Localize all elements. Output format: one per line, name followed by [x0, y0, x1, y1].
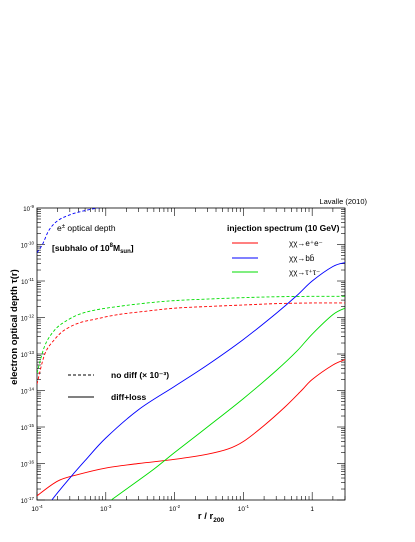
y-axis-title: electron optical depth τ(r) — [9, 269, 20, 385]
series-line-e-dashed — [37, 302, 345, 385]
series-line-tau-dashed — [37, 295, 345, 374]
annotation-subhalo: [subhalo of 108Msun] — [52, 243, 134, 255]
series-line-tau-solid — [110, 307, 345, 500]
annotations: e± optical depth [subhalo of 108Msun] — [52, 223, 134, 255]
y-tick-label: 10-16 — [21, 460, 35, 469]
annotation-title: e± optical depth — [57, 223, 116, 233]
y-tick-label: 10-13 — [21, 350, 35, 359]
x-tick-label: 10-4 — [31, 504, 43, 513]
y-tick-label: 10-9 — [23, 204, 34, 213]
axes: 10-4 10-3 10-2 10-1 110-910-1010-1110-1210-1… — [9, 204, 346, 524]
x-tick-label: 10-2 — [169, 504, 181, 513]
x-tick-label: 10-3 — [100, 504, 112, 513]
y-tick-label: 10-17 — [21, 496, 35, 505]
series-line-b-solid — [51, 262, 345, 500]
credit-label: Lavalle (2010) — [319, 197, 367, 206]
legend-style-entry: diff+loss — [111, 392, 146, 402]
x-tick-label: 1 — [310, 506, 314, 513]
legend-entry: χχ→bb̄ — [289, 254, 315, 263]
y-tick-label: 10-12 — [21, 314, 35, 323]
y-tick-label: 10-10 — [21, 241, 35, 250]
x-tick-label: 10-1 — [238, 504, 250, 513]
legend-style-entry: no diff (× 10⁻³) — [111, 370, 169, 380]
y-tick-label: 10-11 — [21, 277, 34, 286]
y-tick-label: 10-15 — [21, 423, 35, 432]
y-tick-label: 10-14 — [21, 387, 35, 396]
legend-title: injection spectrum (10 GeV) — [227, 223, 340, 233]
legend-entry: χχ→τ⁺τ⁻ — [289, 268, 320, 277]
legend-entry: χχ→e⁺e⁻ — [289, 239, 323, 248]
x-axis-title: r / r200 — [198, 511, 225, 524]
legend: injection spectrum (10 GeV) χχ→e⁺e⁻ χχ→bb̄… — [68, 223, 340, 402]
series-line-e-solid — [37, 359, 345, 497]
series-group — [37, 208, 345, 500]
